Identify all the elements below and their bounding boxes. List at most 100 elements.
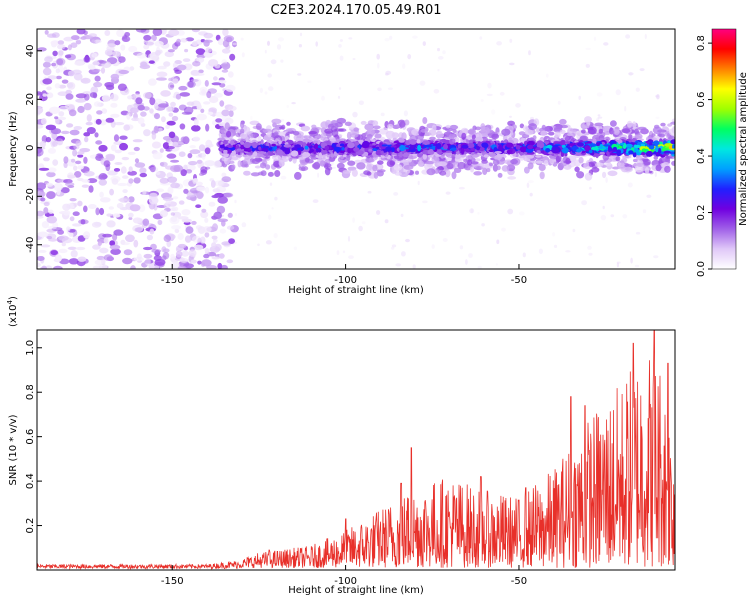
signal-band-halo <box>467 159 473 166</box>
signal-band-halo <box>351 169 358 177</box>
signal-band-halo <box>453 167 462 173</box>
spectrogram-speckle <box>437 47 440 52</box>
spectrogram-noise-blob <box>37 210 45 217</box>
signal-band-core <box>245 136 249 143</box>
spectrogram-noise-blob <box>204 147 211 155</box>
signal-band-core <box>576 148 582 153</box>
spectrogram-speckle <box>528 180 534 184</box>
spectrogram-noise-blob <box>95 118 102 125</box>
signal-band-core <box>628 150 634 155</box>
spectrogram-noise-blob <box>114 162 123 165</box>
signal-band-halo <box>356 162 366 170</box>
spectrogram-speckle <box>338 44 342 48</box>
x-tick-label: -100 <box>334 275 357 286</box>
spectrogram-noise-blob <box>175 250 183 258</box>
signal-band-halo <box>507 176 517 180</box>
spectrogram-noise-blob <box>83 56 91 63</box>
spectrogram-speckle <box>234 199 237 204</box>
spectrogram-speckle <box>412 35 418 39</box>
spectrogram-noise-blob <box>192 41 198 47</box>
spectrogram-noise-blob <box>55 68 60 74</box>
signal-band-halo <box>231 126 239 130</box>
spectrogram-noise-blob <box>174 69 182 75</box>
spectrogram-speckle <box>293 246 298 251</box>
spectrogram-noise-blob <box>69 129 80 136</box>
spectrogram-speckle <box>479 36 483 40</box>
spectrogram-speckle <box>646 194 652 198</box>
signal-band-halo <box>274 170 281 177</box>
signal-band-core <box>517 150 521 153</box>
signal-band-halo <box>471 157 476 163</box>
signal-band-halo <box>524 129 534 136</box>
colorbar-tick-label: 0.2 <box>696 205 707 221</box>
spectrogram-noise-blob <box>143 44 150 50</box>
signal-band-core <box>380 150 384 155</box>
spectrogram-noise-blob <box>56 187 61 196</box>
y-tick-label: 0.4 <box>25 473 36 489</box>
spectrogram-speckle <box>635 87 640 92</box>
spectrogram-noise-blob <box>127 170 137 176</box>
spectrogram-noise-blob <box>77 151 85 155</box>
spectrogram-noise-blob <box>192 60 201 67</box>
spectrogram-speckle <box>422 200 428 204</box>
spectrogram-speckle <box>597 114 601 117</box>
spectrogram-noise-blob <box>55 57 66 66</box>
signal-band-halo <box>660 122 666 127</box>
signal-band-halo <box>655 164 662 172</box>
snr-series-line <box>37 330 675 570</box>
spectrogram-noise-blob <box>219 228 227 234</box>
signal-band-core <box>481 142 488 148</box>
spectrogram-noise-blob <box>204 80 209 87</box>
spectrogram-noise-blob <box>160 90 172 97</box>
signal-band-halo <box>373 171 379 179</box>
signal-band-halo <box>584 172 593 181</box>
spectrogram-speckle <box>405 238 410 243</box>
spectrogram-noise-blob <box>45 124 57 131</box>
spectrogram-noise-blob <box>108 206 115 210</box>
signal-band-core <box>261 148 267 152</box>
spectrogram-noise-blob <box>189 145 196 149</box>
spectrogram-speckle <box>403 110 408 117</box>
signal-band-halo <box>457 161 466 170</box>
spectrogram-noise-blob <box>174 228 180 234</box>
spectrogram-noise-blob <box>170 101 176 107</box>
signal-band-core <box>312 140 319 144</box>
spectrogram-noise-blob <box>54 116 59 120</box>
signal-band-halo <box>319 160 326 167</box>
spectrogram-noise-blob <box>113 168 121 172</box>
spectrogram-noise-blob <box>193 244 204 251</box>
spectrogram-speckle <box>589 186 592 190</box>
spectrogram-noise-blob <box>134 158 140 164</box>
spectrogram-speckle <box>407 54 412 60</box>
spectrogram-speckle <box>391 244 397 248</box>
signal-band-core <box>314 143 319 149</box>
spectrogram-noise-blob <box>205 186 210 194</box>
signal-band-halo <box>386 135 393 140</box>
spectrogram-noise-blob <box>75 160 82 165</box>
spectrogram-noise-blob <box>42 93 47 97</box>
signal-band-halo <box>257 135 262 143</box>
spectrogram-noise-blob <box>84 136 89 143</box>
signal-band-core <box>417 144 422 152</box>
spectrogram-noise-blob <box>129 66 135 71</box>
signal-band-core <box>476 146 480 151</box>
spectrogram-speckle <box>635 231 641 235</box>
signal-band-halo <box>424 160 435 165</box>
spectrogram-noise-blob <box>66 123 74 128</box>
signal-band-halo <box>658 133 666 138</box>
signal-band-core <box>519 146 527 153</box>
spectrogram-noise-blob <box>192 136 201 142</box>
spectrogram-noise-blob <box>154 265 160 269</box>
signal-band-core <box>527 144 534 150</box>
spectrogram-speckle <box>241 222 247 228</box>
colorbar-label: Normalized spectral amplitude <box>738 72 749 226</box>
signal-band-core <box>339 143 345 147</box>
spectrogram-noise-blob <box>75 93 87 99</box>
signal-band-core <box>324 145 330 151</box>
signal-band-halo <box>535 160 544 164</box>
spectrogram-noise-blob <box>221 176 232 183</box>
spectrogram-noise-blob <box>162 197 174 201</box>
spectrogram-noise-blob <box>161 246 167 253</box>
spectrogram-noise-blob <box>167 49 175 53</box>
spectrogram-speckle <box>654 171 657 178</box>
